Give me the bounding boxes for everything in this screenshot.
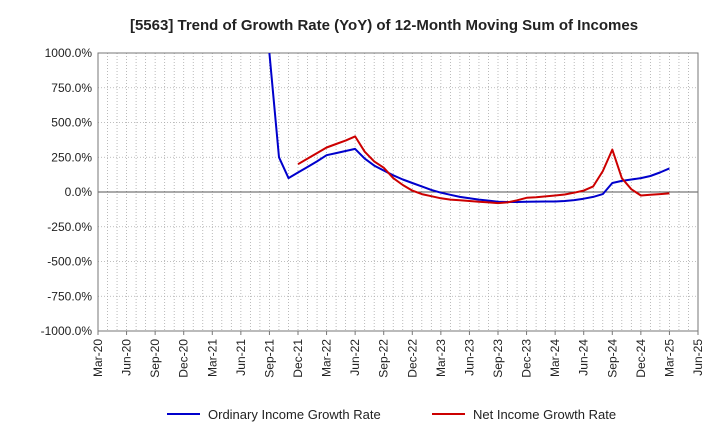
x-tick-label: Sep-20: [148, 339, 162, 378]
x-tick-label: Mar-25: [662, 339, 676, 377]
x-tick-label: Mar-24: [548, 339, 562, 377]
x-tick-label: Dec-21: [291, 339, 305, 378]
x-tick-label: Dec-20: [177, 339, 191, 378]
legend-label-ordinary-income: Ordinary Income Growth Rate: [208, 407, 381, 422]
y-axis: 1000.0% 750.0% 500.0% 250.0% 0.0% -250.0% -500…: [41, 46, 93, 338]
series-line-ordinary-income: [268, 53, 670, 203]
y-tick-label: 750.0%: [51, 81, 92, 95]
x-tick-label: Mar-21: [205, 339, 219, 377]
x-tick-label: Jun-23: [462, 339, 476, 376]
legend: Ordinary Income Growth Rate Net Income G…: [167, 407, 616, 422]
x-tick-label: Sep-21: [262, 339, 276, 378]
series-line-net-income: [297, 135, 670, 205]
x-tick-label: Sep-24: [605, 339, 619, 378]
y-tick-label: -750.0%: [47, 289, 92, 303]
x-tick-label: Mar-23: [434, 339, 448, 377]
y-tick-label: 500.0%: [51, 116, 92, 130]
x-axis: Mar-20 Jun-20 Sep-20 Dec-20 Mar-21 Jun-21 Sep-…: [91, 331, 705, 378]
x-tick-label: Dec-22: [405, 339, 419, 378]
y-tick-label: -500.0%: [47, 255, 92, 269]
x-tick-label: Jun-22: [348, 339, 362, 376]
y-tick-label: 250.0%: [51, 150, 92, 164]
x-tick-label: Jun-25: [691, 339, 705, 376]
x-tick-label: Dec-23: [520, 339, 534, 378]
y-tick-label: -1000.0%: [41, 324, 93, 338]
x-tick-label: Sep-23: [491, 339, 505, 378]
x-tick-label: Mar-20: [91, 339, 105, 377]
x-tick-label: Mar-22: [320, 339, 334, 377]
chart-title: [5563] Trend of Growth Rate (YoY) of 12-…: [130, 17, 638, 34]
x-tick-label: Jun-21: [234, 339, 248, 376]
series-lines: [268, 53, 670, 205]
y-tick-label: 0.0%: [65, 185, 93, 199]
x-tick-label: Jun-24: [577, 339, 591, 376]
legend-label-net-income: Net Income Growth Rate: [473, 407, 616, 422]
y-tick-label: -250.0%: [47, 220, 92, 234]
x-tick-label: Sep-22: [377, 339, 391, 378]
x-tick-label: Jun-20: [120, 339, 134, 376]
x-tick-label: Dec-24: [634, 339, 648, 378]
y-tick-label: 1000.0%: [45, 46, 93, 60]
plot-border: [97, 52, 699, 332]
